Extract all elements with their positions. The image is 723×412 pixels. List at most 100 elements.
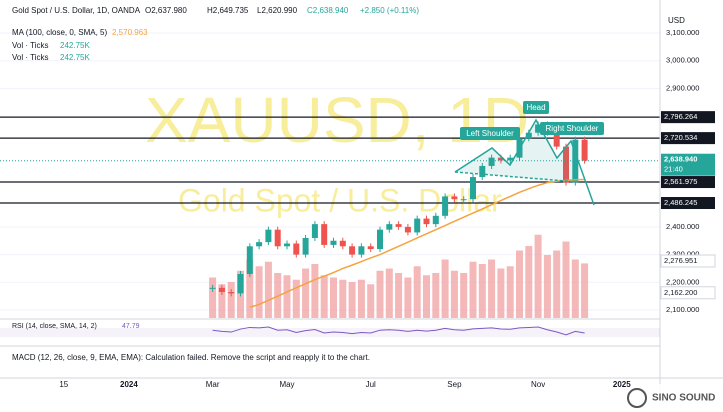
volume-bar: [209, 277, 217, 318]
x-tick-label: 15: [59, 380, 68, 389]
pattern-label: Left Shoulder: [466, 129, 514, 138]
x-tick-label: Nov: [531, 380, 545, 389]
volume-bar: [255, 266, 263, 318]
candle: [293, 243, 300, 255]
volume-bar: [413, 266, 421, 318]
volume-bar: [571, 259, 579, 318]
vol-value: 242.75K: [60, 53, 90, 62]
volume-bar: [404, 277, 412, 318]
level-box: [661, 132, 715, 145]
volume-bar: [423, 275, 430, 318]
watermark-name: Gold Spot / U.S. Dollar: [178, 182, 502, 218]
volume-bar: [562, 241, 570, 318]
volume-bar: [292, 279, 300, 318]
volume-bar: [348, 282, 356, 318]
candle: [218, 287, 225, 292]
candle: [265, 229, 272, 243]
candle: [395, 224, 402, 227]
candle: [274, 229, 281, 247]
volume-bar: [320, 275, 328, 318]
volume-bar: [302, 268, 310, 318]
volume-bar: [460, 273, 468, 318]
x-tick-label: Mar: [206, 380, 220, 389]
price-label: 2,162.200: [664, 288, 697, 297]
x-tick-label: May: [279, 380, 294, 389]
candle: [386, 224, 393, 230]
candle: [553, 132, 560, 147]
y-tick-label: 2,100.000: [666, 305, 699, 314]
candle: [237, 273, 244, 294]
volume-bar: [264, 261, 272, 318]
volume-bar: [432, 273, 440, 318]
label-box: [540, 122, 604, 135]
volume-bar: [311, 264, 319, 318]
x-tick-label: Jul: [366, 380, 376, 389]
level-box: [661, 176, 715, 189]
volume-bar: [376, 270, 384, 318]
volume-bar: [478, 264, 486, 318]
candle: [479, 165, 486, 178]
volume-bar: [534, 234, 542, 318]
candle: [460, 199, 467, 201]
y-tick-label: 2,200.000: [666, 277, 699, 286]
candle: [525, 132, 532, 139]
rsi-line: [212, 326, 585, 336]
currency: USD: [668, 16, 685, 25]
logo-icon: [627, 388, 647, 408]
candle: [488, 157, 495, 166]
volume-bar: [516, 250, 523, 318]
volume-bar: [227, 282, 235, 318]
last-price-box: [661, 153, 715, 176]
y-tick-label: 2,900.000: [666, 83, 699, 92]
candle: [572, 139, 579, 183]
candle: [377, 229, 383, 250]
candle: [339, 240, 346, 247]
candle: [358, 246, 365, 255]
candle: [581, 139, 588, 161]
volume-bar: [367, 284, 375, 318]
x-tick-label: 2025: [613, 380, 631, 389]
y-tick-label: 2,300.000: [666, 250, 699, 259]
ma-value: 2,570.963: [112, 28, 148, 37]
candle: [228, 291, 235, 294]
volume-bar: [525, 246, 533, 318]
volume-bar: [246, 259, 254, 318]
x-tick-label: 2024: [120, 380, 138, 389]
candle: [432, 215, 439, 225]
watermark-symbol: XAUUSD, 1D: [145, 84, 529, 156]
candle: [563, 146, 569, 183]
ohlc: L2,620.990: [257, 6, 298, 15]
candle: [470, 177, 476, 200]
neckline: [454, 171, 579, 183]
candle: [497, 157, 504, 161]
macd-label: MACD (12, 26, close, 9, EMA, EMA): Calcu…: [12, 353, 370, 362]
pattern: [454, 118, 595, 206]
candle: [404, 226, 411, 233]
vol-value: 242.75K: [60, 41, 90, 50]
price-box: [660, 286, 716, 300]
volume-bar: [469, 261, 477, 318]
y-tick-label: 3,000.000: [666, 56, 699, 65]
volume-bar: [506, 266, 514, 318]
ohlc: O2,637.980: [145, 6, 187, 15]
rsi-label: RSI (14, close, SMA, 14, 2): [12, 323, 97, 330]
candle: [442, 196, 449, 216]
label-box: [460, 127, 520, 140]
pattern-line: [454, 118, 595, 206]
volume-bar: [543, 255, 551, 318]
level-label: 2,486.245: [664, 198, 697, 207]
pattern-label: Right Shoulder: [546, 124, 599, 133]
level-label: 2,720.534: [664, 133, 697, 142]
volume-bar: [395, 273, 403, 318]
candle: [209, 287, 216, 289]
rsi-value: 47.79: [122, 323, 140, 330]
vol-label: Vol · Ticks: [12, 53, 48, 62]
pattern-fill: [455, 120, 578, 182]
ohlc: C2,638.940: [307, 6, 349, 15]
volume-bar: [450, 270, 458, 318]
volume-bar: [339, 279, 347, 318]
logo: SINO SOUND: [652, 393, 715, 404]
pattern-label: Head: [526, 103, 545, 112]
level-box: [661, 111, 715, 124]
